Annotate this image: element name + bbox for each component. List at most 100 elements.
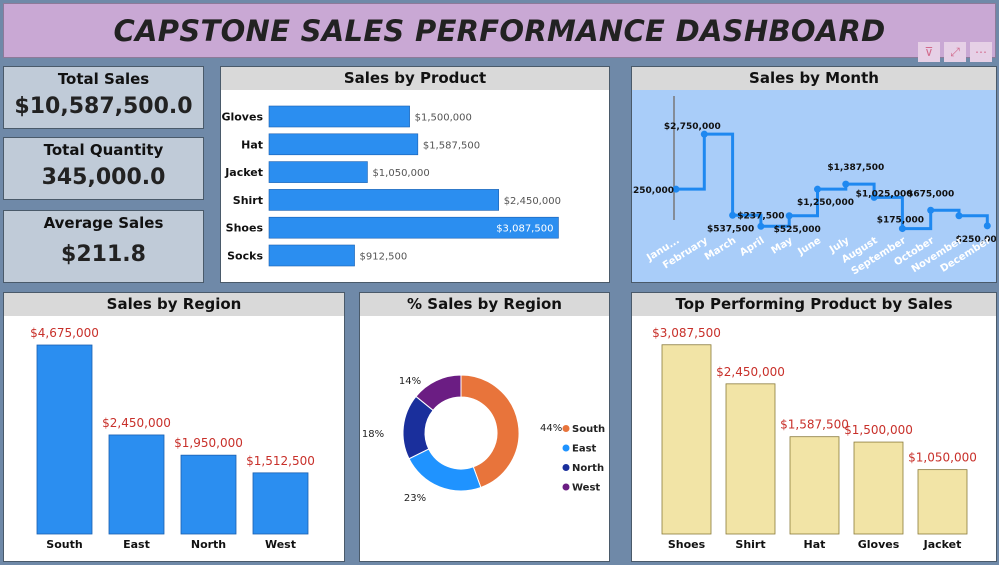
legend-label: South <box>572 424 605 435</box>
expand-icon[interactable]: ⤢ <box>944 42 966 62</box>
panel-sales-by-region: Sales by Region $4,675,000 South $2,450,00… <box>3 292 345 562</box>
bar <box>268 133 419 156</box>
bar <box>268 161 368 183</box>
category-label: Hat <box>241 138 263 151</box>
top-product-chart: $3,087,500 Shoes $2,450,000 Shirt $1,587,500… <box>652 326 977 551</box>
bar <box>661 344 712 535</box>
legend-label: West <box>572 483 600 494</box>
legend-label: North <box>572 463 604 474</box>
data-label: $250,000 <box>956 235 996 245</box>
data-point <box>955 212 963 220</box>
data-label: 18% <box>362 429 384 440</box>
filter-icon[interactable]: ⊽ <box>918 42 940 62</box>
panel-top-product: Top Performing Product by Sales $3,087,5… <box>631 292 997 562</box>
legend-swatch <box>562 444 570 452</box>
data-label: $1,050,000 <box>372 168 429 179</box>
bar <box>108 434 165 535</box>
data-label: $237,500 <box>737 211 784 221</box>
chart-title: Top Performing Product by Sales <box>632 293 996 316</box>
kpi-average-sales: Average Sales $211.8 <box>3 210 204 283</box>
category-label: Shirt <box>233 194 263 207</box>
data-point <box>785 212 793 220</box>
sales-by-region-chart: $4,675,000 South $2,450,000 East $1,950,000 N… <box>30 326 315 551</box>
donut-slice <box>415 374 462 412</box>
donut-slice <box>408 448 482 492</box>
kpi-label: Average Sales <box>43 214 164 232</box>
category-label: Socks <box>227 250 263 263</box>
kpi-value: 345,000.0 <box>41 165 166 190</box>
data-label: $1,250,000 <box>632 186 674 196</box>
data-point <box>898 225 906 233</box>
kpi-total-quantity: Total Quantity 345,000.0 <box>3 137 204 200</box>
category-label: Shoes <box>668 538 706 551</box>
data-label: $525,000 <box>774 225 821 235</box>
donut-slice <box>460 374 520 489</box>
bar <box>268 244 355 267</box>
pct-sales-by-region-chart: 44% 23% 18% 14% South East North West <box>362 374 605 504</box>
data-label: 44% <box>540 423 562 434</box>
data-label: $1,587,500 <box>780 418 849 432</box>
data-label: $1,500,000 <box>844 423 913 437</box>
tick-label: March <box>703 235 738 263</box>
bar <box>268 105 410 128</box>
data-point <box>870 193 878 201</box>
data-point <box>814 185 821 193</box>
kpi-label: Total Quantity <box>43 141 164 159</box>
category-label: South <box>46 538 82 551</box>
data-label: $1,950,000 <box>174 436 243 450</box>
legend-swatch <box>562 425 570 432</box>
series-line <box>676 132 989 231</box>
category-label: East <box>123 538 150 551</box>
category-label: Gloves <box>858 538 900 551</box>
data-point <box>757 222 765 230</box>
panel-sales-by-month: Sales by Month $1,250,000 $2,750,000 $537,… <box>617 66 999 283</box>
bar <box>725 383 776 535</box>
data-point <box>729 211 737 219</box>
data-label: $1,050,000 <box>908 451 977 465</box>
kpi-value: $10,587,500.0 <box>14 94 193 119</box>
panel-pct-sales-by-region: % Sales by Region 44% 23% 18% 14% South East N… <box>359 292 610 562</box>
data-label: 23% <box>404 493 426 504</box>
bar <box>917 469 968 535</box>
bar <box>853 441 904 535</box>
data-label: $537,500 <box>707 224 754 234</box>
category-label: Jacket <box>923 538 962 551</box>
category-label: North <box>191 538 226 551</box>
tick-label: April <box>738 235 766 258</box>
data-point <box>842 180 850 188</box>
kpi-total-sales: Total Sales $10,587,500.0 <box>3 66 204 129</box>
bar <box>36 344 93 535</box>
data-label: $2,450,000 <box>504 196 561 207</box>
chart-title: % Sales by Region <box>360 293 609 316</box>
sales-by-month-chart: $1,250,000 $2,750,000 $537,500 $237,500 $525… <box>617 96 999 277</box>
bar <box>789 436 840 535</box>
category-label: Shoes <box>226 222 264 235</box>
data-label: $2,450,000 <box>716 365 785 379</box>
tick-label: May <box>770 235 796 257</box>
bar <box>180 454 237 535</box>
dashboard-title-bar: CAPSTONE SALES PERFORMANCE DASHBOARD <box>3 3 996 58</box>
data-label: $912,500 <box>360 252 408 263</box>
sales-by-product-chart: Gloves $1,500,000 Hat $1,587,500 Jacket $1,05… <box>221 105 561 267</box>
data-label: $1,512,500 <box>246 454 315 468</box>
data-label: $4,675,000 <box>30 326 99 340</box>
data-label: $1,387,500 <box>827 163 884 173</box>
data-label: $1,587,500 <box>423 140 480 151</box>
more-options-icon[interactable]: ⋯ <box>970 42 992 62</box>
data-label: $1,025,000 <box>856 189 913 199</box>
bar <box>268 189 499 211</box>
panel-sales-by-product: Sales by Product Gloves $1,500,000 Hat $1,5… <box>220 66 610 283</box>
kpi-label: Total Sales <box>57 70 150 88</box>
data-label: $1,500,000 <box>415 113 472 124</box>
bar <box>268 216 559 239</box>
chart-title: Sales by Month <box>632 67 996 90</box>
dashboard-title: CAPSTONE SALES PERFORMANCE DASHBOARD <box>113 13 886 48</box>
data-label: $2,750,000 <box>664 122 721 132</box>
chart-title: Sales by Region <box>4 293 344 316</box>
data-label: $3,087,500 <box>652 326 721 340</box>
data-label: $1,250,000 <box>797 198 854 208</box>
category-label: Hat <box>804 538 826 551</box>
category-label: Shirt <box>735 538 765 551</box>
category-label: Jacket <box>224 166 263 179</box>
visual-toolbar: ⊽ ⤢ ⋯ <box>918 42 992 62</box>
